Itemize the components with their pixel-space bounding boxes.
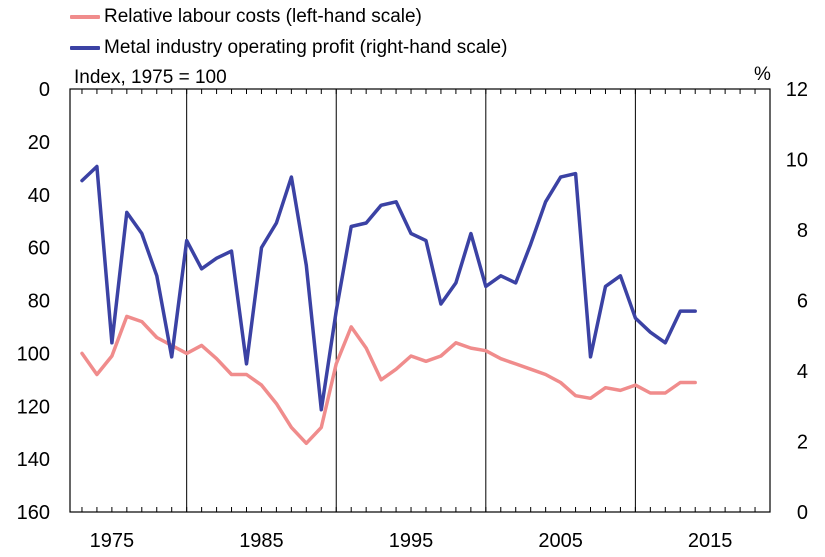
legend-item-profit: Metal industry operating profit (right-h…	[70, 37, 507, 59]
right-tick-label-0: 0	[797, 502, 808, 524]
series-line-operating-profit	[80, 164, 697, 412]
x-tick-label-2005: 2005	[538, 530, 583, 552]
legend-swatch-labour	[70, 15, 100, 19]
right-tick-label-4: 4	[797, 361, 808, 383]
right-tick-label-10: 10	[786, 150, 808, 172]
x-tick-label-2015: 2015	[688, 530, 733, 552]
right-tick-label-6: 6	[797, 291, 808, 313]
right-tick-label-2: 2	[797, 432, 808, 454]
x-tick-label-1985: 1985	[239, 530, 284, 552]
plot-frame	[69, 88, 771, 513]
series-line-labour-costs	[80, 314, 697, 446]
left-tick-label-100: 100	[17, 343, 50, 365]
legend-item-labour: Relative labour costs (left-hand scale)	[70, 6, 422, 28]
right-tick-label-8: 8	[797, 220, 808, 242]
left-tick-label-120: 120	[17, 396, 50, 418]
left-tick-label-140: 140	[17, 449, 50, 471]
right-axis-unit: %	[754, 64, 771, 85]
left-tick-label-40: 40	[28, 185, 50, 207]
left-tick-label-60: 60	[28, 238, 50, 260]
legend-swatch-profit	[70, 46, 100, 50]
left-axis-unit: Index, 1975 = 100	[74, 67, 227, 88]
legend-label-profit: Metal industry operating profit (right-h…	[104, 37, 508, 58]
left-tick-label-80: 80	[28, 291, 50, 313]
left-tick-label-160: 160	[17, 502, 50, 524]
x-tick-label-1975: 1975	[90, 530, 135, 552]
x-tick-label-1995: 1995	[389, 530, 434, 552]
left-tick-label-0: 0	[39, 79, 50, 101]
legend-label-labour: Relative labour costs (left-hand scale)	[104, 6, 422, 27]
left-tick-label-20: 20	[28, 132, 50, 154]
right-tick-label-12: 12	[786, 79, 808, 101]
